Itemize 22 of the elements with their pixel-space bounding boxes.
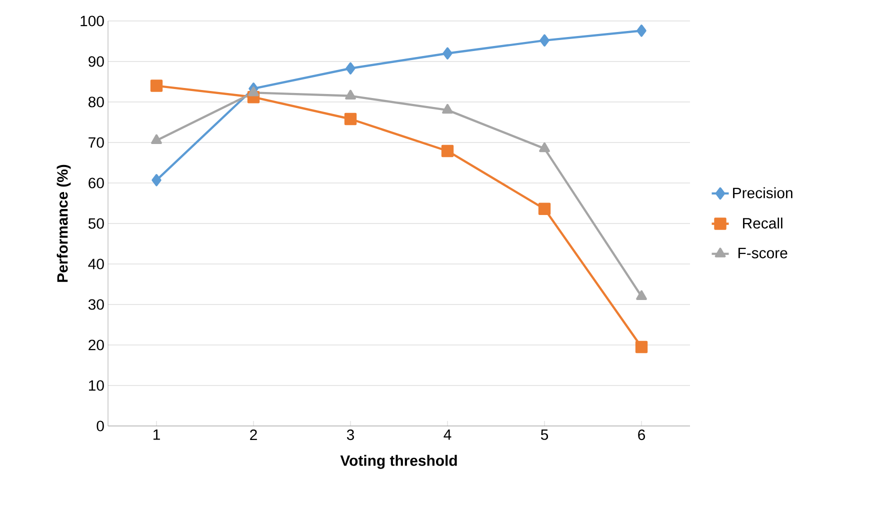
y-axis-title: Performance (%) <box>56 164 71 282</box>
y-tick-label: 20 <box>88 340 104 350</box>
y-tick-label: 60 <box>88 178 104 188</box>
x-tick-label: 1 <box>153 430 160 440</box>
x-tick-label: 2 <box>250 430 257 440</box>
x-tick-label: 6 <box>638 430 646 440</box>
y-tick-label: 10 <box>89 380 104 391</box>
legend-label: Precision <box>733 187 792 198</box>
y-tick-label: 100 <box>80 16 104 26</box>
legend-label: Recall <box>743 218 782 229</box>
y-tick-label: 80 <box>88 96 104 108</box>
x-tick-label: 4 <box>444 430 452 440</box>
x-tick-label: 5 <box>540 430 548 440</box>
y-tick-label: 50 <box>88 218 104 229</box>
legend-label: F-score <box>738 248 788 258</box>
y-tick-label: 40 <box>88 258 104 270</box>
y-tick-label: 90 <box>88 56 104 67</box>
y-tick-label: 30 <box>88 299 104 310</box>
x-axis-title: Voting threshold <box>340 454 457 469</box>
x-tick-label: 3 <box>346 430 354 440</box>
y-tick-label: 70 <box>88 137 104 148</box>
y-tick-label: 0 <box>96 420 104 432</box>
